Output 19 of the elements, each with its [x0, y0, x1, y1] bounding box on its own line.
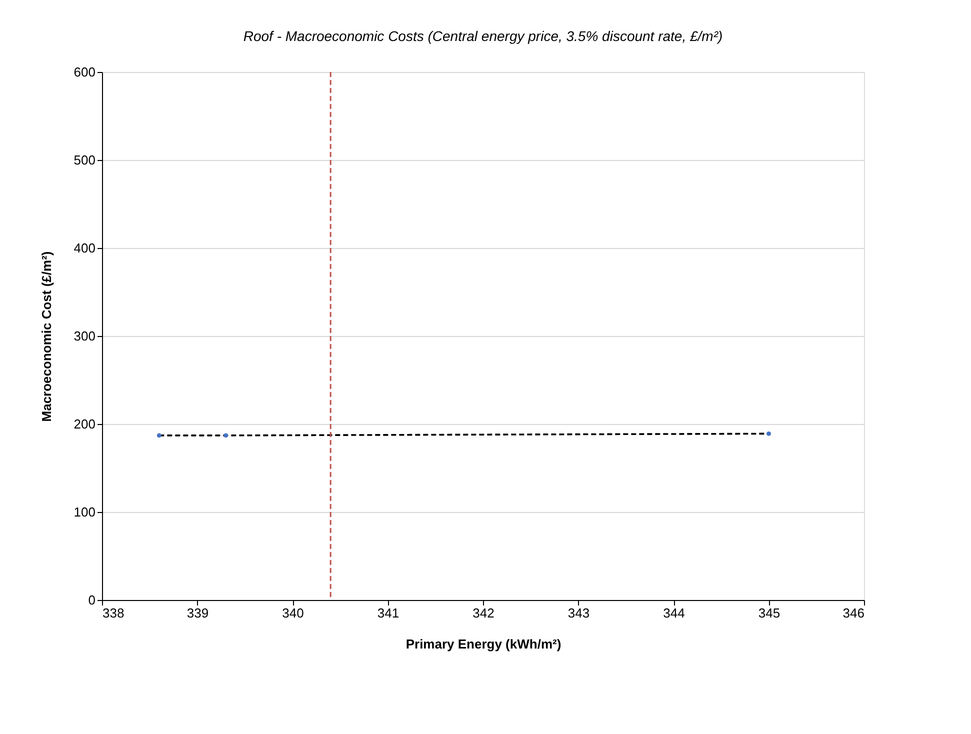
y-tick-label: 100	[74, 504, 96, 520]
x-axis-title: Primary Energy (kWh/m²)	[406, 636, 562, 652]
y-tick-label: 300	[74, 328, 96, 344]
y-tick-label: 0	[88, 592, 96, 608]
y-tick-label: 200	[74, 416, 96, 432]
x-tick-label: 345	[758, 606, 780, 620]
y-tick-label: 400	[74, 240, 96, 256]
y-tick-label: 600	[74, 64, 96, 80]
x-tick-label: 346	[842, 606, 864, 620]
x-tick-label: 341	[377, 606, 400, 620]
x-tick-label: 342	[472, 606, 494, 620]
x-tick-label: 338	[102, 606, 124, 620]
y-tick-label: 500	[74, 152, 96, 168]
x-tick-label: 339	[186, 606, 209, 620]
x-tick-label: 344	[663, 606, 685, 620]
chart-title: Roof - Macroeconomic Costs (Central energy price, 3.5% discount rate, £/m²)	[243, 28, 723, 44]
x-tick-label: 340	[282, 606, 304, 620]
x-tick-label: 343	[568, 606, 590, 620]
y-axis-title: Macroeconomic Cost (£/m²)	[38, 251, 54, 422]
